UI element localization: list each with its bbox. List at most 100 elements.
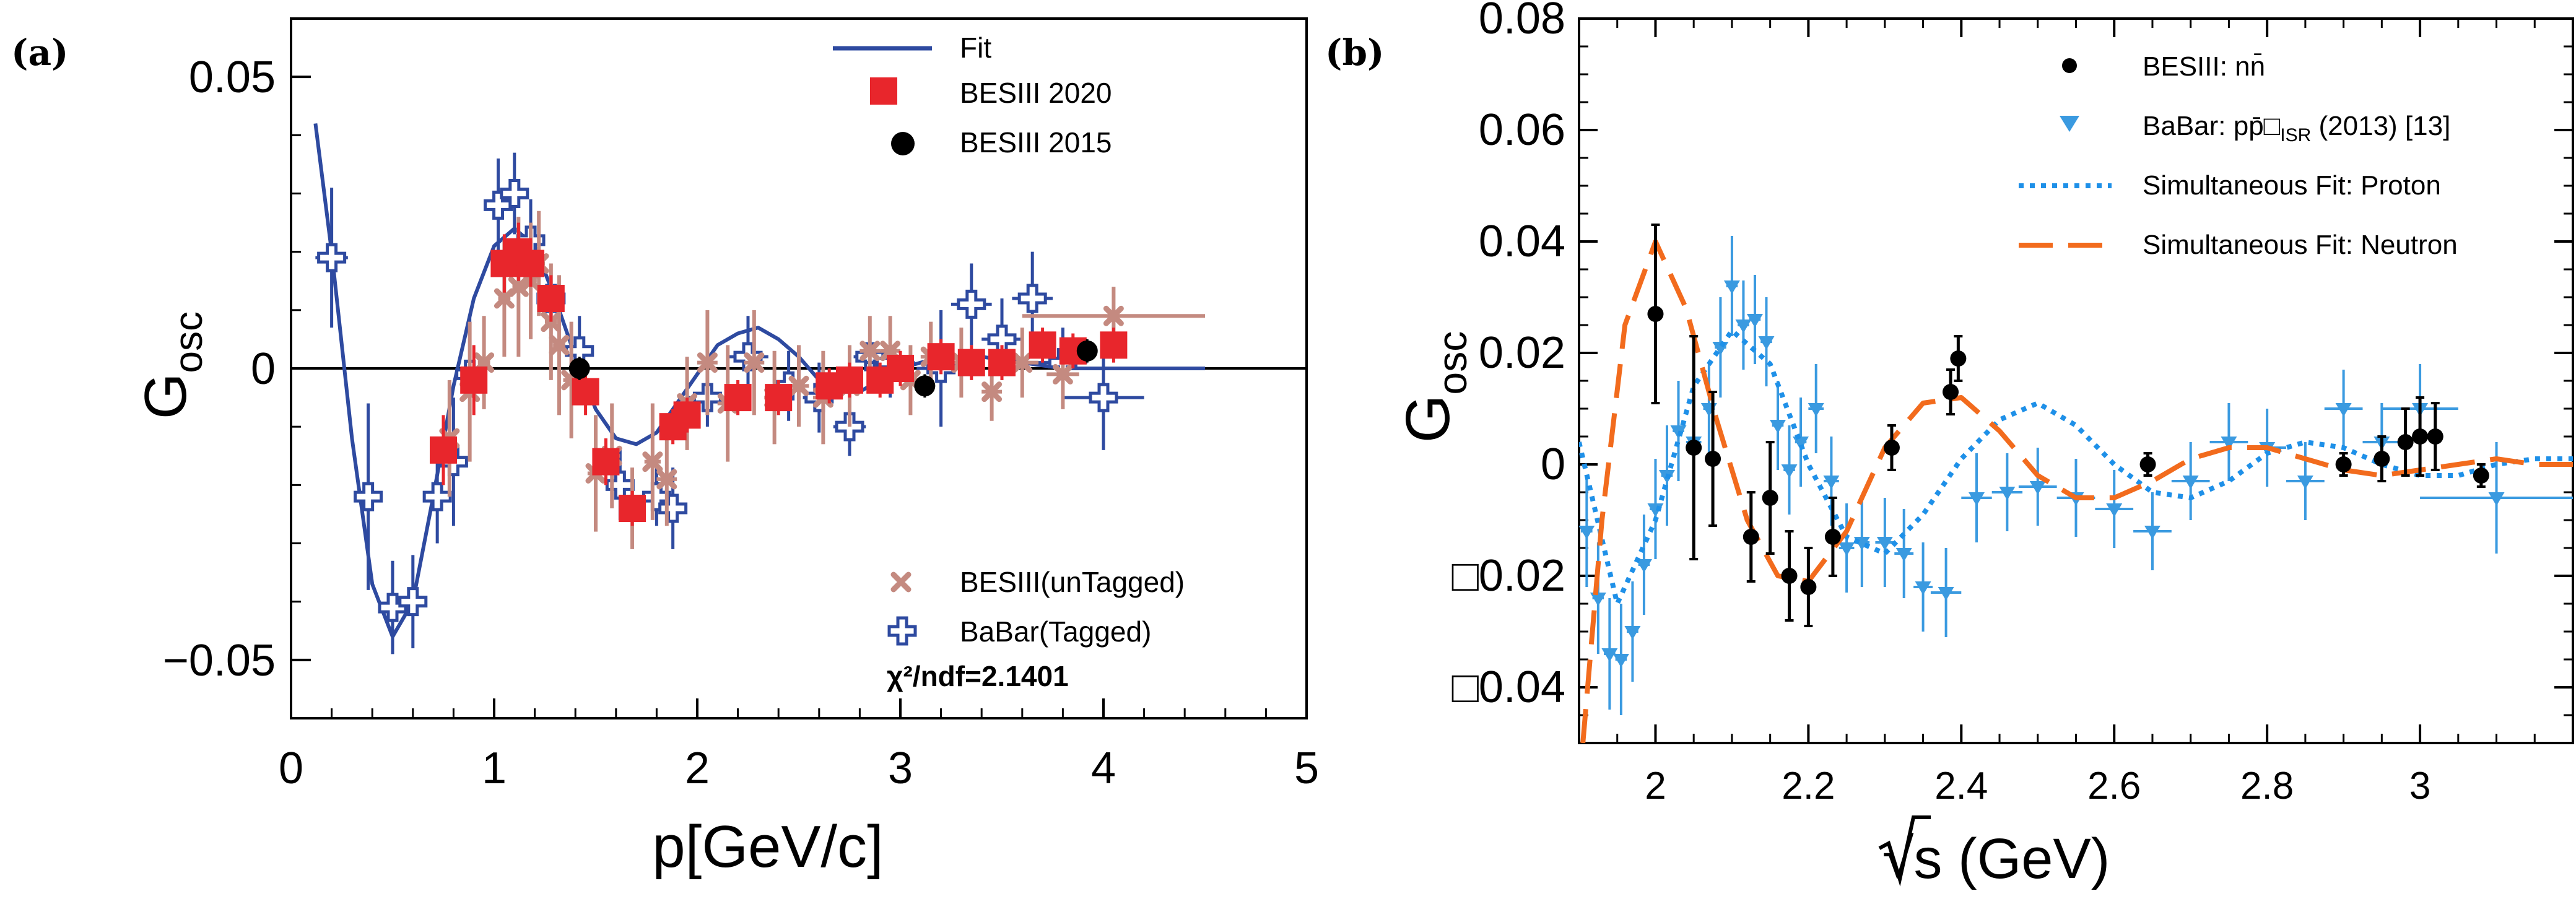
babar-tagged-marker: [422, 482, 452, 511]
besiii-untagged-point: [744, 310, 765, 415]
besiii-nn-point: [1686, 335, 1702, 560]
besiii-nn-marker: [2427, 428, 2443, 445]
babar-isr-point: [1735, 280, 1752, 370]
besiii-nn-point: [1647, 224, 1664, 404]
besiii-nn-point: [2374, 435, 2390, 482]
babar-isr-marker: [1969, 492, 1985, 506]
besiii-2015-point: [1076, 339, 1098, 363]
besiii-2020-point: [517, 240, 545, 287]
besiii-untagged-marker: [697, 352, 718, 373]
babar-tagged-marker: [317, 243, 347, 272]
panel-a-y-tick-labels: −0.05 0 0.05: [163, 53, 276, 685]
besiii-2015-marker: [914, 375, 936, 397]
babar-isr-marker: [1938, 587, 1954, 601]
babar-isr-marker: [2488, 492, 2505, 506]
besiii-untagged-point: [788, 345, 809, 427]
besiii-2020-point: [765, 380, 793, 415]
besiii-2020-point: [572, 368, 599, 415]
besiii-2020-point: [988, 345, 1016, 380]
besiii-nn-point: [1781, 530, 1798, 622]
babar-isr-marker: [1793, 437, 1809, 450]
y-tick-label: 0.05: [189, 53, 276, 102]
babar-isr-marker: [1578, 526, 1595, 539]
babar-isr-point: [1770, 381, 1786, 470]
legend-babar-isr-label: BaBar: pp̄□ISR (2013) [13]: [2143, 111, 2450, 146]
panel-b-y-tick-labels: □0.04 □0.02 0 0.02 0.04 0.06 0.08: [1451, 0, 1565, 712]
sqrt-radical-icon: [1878, 815, 1931, 887]
legend-fit-label: Fit: [960, 32, 991, 64]
besiii-nn-marker: [2412, 428, 2429, 445]
babar-isr-point: [2286, 442, 2325, 520]
babar-isr-marker: [1876, 537, 1893, 550]
panel-b-y-label-main: G: [1393, 394, 1463, 443]
besiii-untagged-marker: [859, 341, 881, 362]
besiii-untagged-marker: [744, 352, 765, 373]
babar-tagged-marker: [398, 587, 428, 617]
besiii-2020-marker: [1100, 331, 1128, 359]
y-tick-label: 0.02: [1479, 328, 1565, 378]
x-tick-label: 2.2: [1782, 765, 1835, 807]
babar-tagged-marker: [500, 179, 529, 208]
besiii-nn-marker: [1824, 529, 1841, 545]
besiii-nn-point: [1800, 547, 1817, 627]
besiii-2020-marker: [927, 343, 955, 371]
legend-besiii-nn-label: BESIII: nn̄: [2143, 51, 2265, 82]
babar-isr-marker: [1723, 280, 1740, 294]
besiii-2020-point: [957, 345, 985, 380]
babar-isr-point: [1913, 542, 1933, 632]
panel-b-y-label-sub: osc: [1429, 331, 1475, 395]
babar-isr-marker: [1808, 403, 1824, 417]
chi2-annotation: χ²/ndf=2.1401: [887, 660, 1069, 692]
besiii-2020-marker: [592, 448, 620, 476]
babar-isr-point: [1991, 453, 2023, 531]
panel-a-y-label-sub: osc: [166, 311, 211, 373]
babar-tagged-point: [951, 263, 992, 346]
panel-a-y-axis-label: Gosc: [133, 311, 211, 419]
babar-isr-marker: [1758, 336, 1775, 350]
x-tick-label: 3: [2409, 765, 2430, 807]
besiii-2020-marker: [619, 495, 646, 522]
besiii-nn-marker: [1743, 529, 1759, 545]
besiii-nn-marker: [1800, 579, 1817, 595]
y-tick-label: □0.04: [1451, 663, 1565, 712]
babar-isr-marker: [2221, 437, 2237, 450]
besiii-2020-point: [430, 415, 457, 485]
besiii-nn-marker: [1883, 440, 1900, 456]
besiii-2020-marker: [765, 384, 793, 412]
babar-tagged-point: [1063, 345, 1144, 450]
x-tick-label: 5: [1294, 744, 1319, 793]
besiii-2020-point: [619, 490, 646, 526]
panel-a-data: [313, 123, 1205, 654]
babar-isr-marker: [1770, 420, 1786, 433]
babar-isr-marker: [2182, 476, 2199, 489]
x-tick-label: 1: [482, 744, 507, 793]
babar-isr-marker: [1838, 542, 1855, 556]
babar-isr-point: [1930, 548, 1962, 637]
panel-b-x-axis-label: √s (GeV): [1878, 815, 2110, 890]
legend-babar-isr-marker: [2060, 116, 2079, 132]
besiii-nn-marker: [1762, 490, 1778, 506]
besiii-nn-point: [2397, 407, 2414, 477]
babar-isr-point: [2209, 403, 2248, 481]
besiii-nn-point: [2335, 452, 2352, 477]
besiii-nn-marker: [1950, 350, 1967, 367]
babar-isr-marker: [1601, 648, 1618, 662]
besiii-nn-point: [2139, 452, 2156, 477]
babar-isr-marker: [1895, 548, 1912, 562]
panel-a-legend-bottom: BESIII(unTagged) BaBar(Tagged): [887, 566, 1185, 648]
besiii-nn-point: [1762, 441, 1778, 555]
x-tick-label: 2.8: [2240, 765, 2294, 807]
babar-isr-marker: [1635, 559, 1652, 573]
babar-isr-point: [1635, 515, 1652, 615]
babar-isr-marker: [2144, 526, 2160, 539]
panel-b-legend: BESIII: nn̄ BaBar: pp̄□ISR (2013) [13] S…: [2019, 51, 2458, 260]
besiii-untagged-marker: [549, 334, 570, 355]
babar-tagged-point: [354, 403, 383, 590]
legend-besiii-nn-marker: [2062, 58, 2077, 73]
babar-isr-marker: [1915, 581, 1931, 595]
babar-isr-marker: [1823, 476, 1840, 489]
besiii-2020-marker: [673, 401, 701, 429]
besiii-2020-point: [460, 345, 488, 415]
legend-besiii2015-label: BESIII 2015: [960, 126, 1112, 159]
besiii-untagged-marker: [656, 469, 677, 490]
